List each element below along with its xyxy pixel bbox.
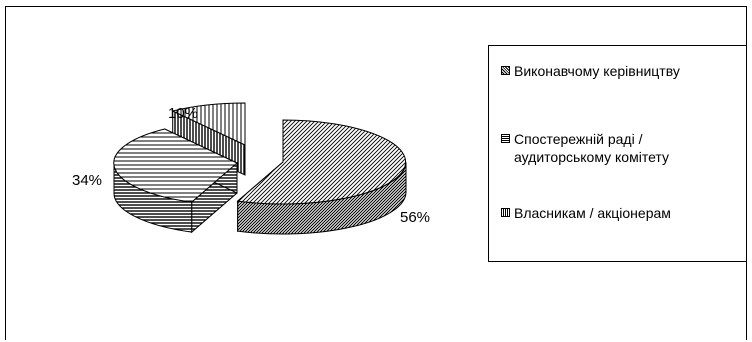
data-label-3: 10% <box>168 105 198 122</box>
legend-label: Власникам / акціонерам <box>514 205 671 221</box>
legend-swatch-diagonal <box>501 66 510 75</box>
legend-swatch-vertical <box>501 208 510 217</box>
chart-legend: Виконавчому керівництву Спостережній рад… <box>488 45 747 262</box>
legend-item-supervisory: Спостережній раді / аудиторському коміте… <box>501 130 669 166</box>
legend-label: Виконавчому керівництву <box>514 63 680 79</box>
legend-label: Спостережній раді / аудиторському коміте… <box>514 131 669 165</box>
data-label-1: 56% <box>400 209 430 226</box>
legend-item-executive: Виконавчому керівництву <box>501 62 680 80</box>
slice-supervisory <box>113 128 238 234</box>
data-label-2: 34% <box>72 172 102 189</box>
legend-item-owners: Власникам / акціонерам <box>501 204 671 222</box>
slice-executive <box>236 119 407 235</box>
legend-swatch-horizontal <box>501 134 510 143</box>
